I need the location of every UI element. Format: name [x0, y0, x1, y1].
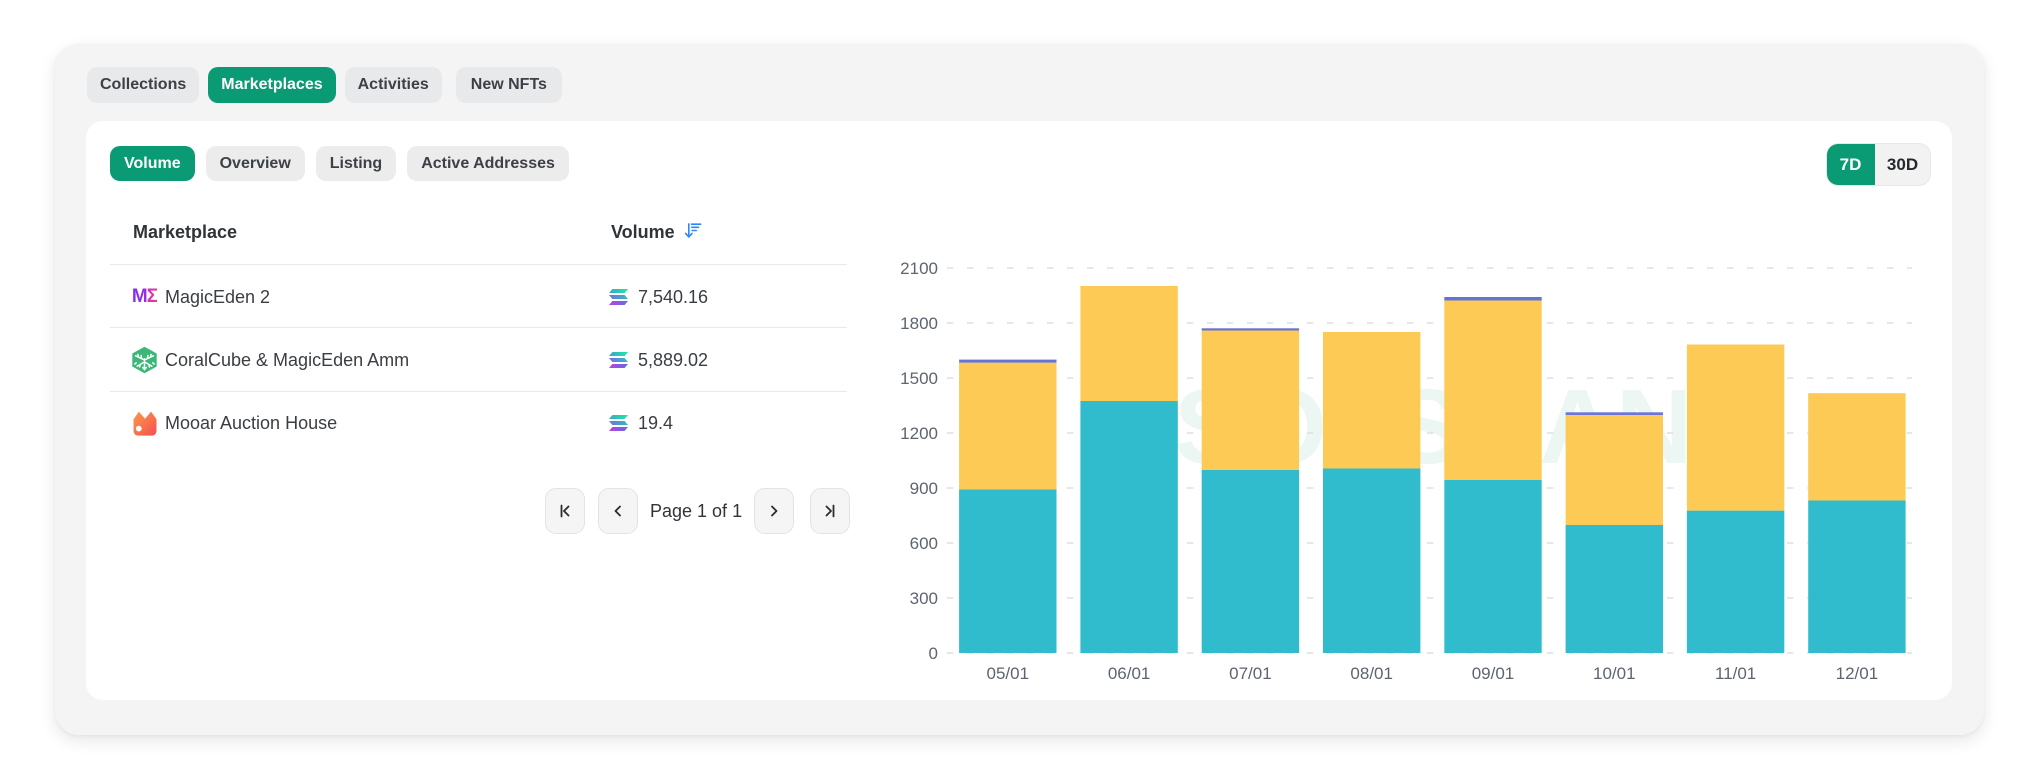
- svg-text:09/01: 09/01: [1472, 664, 1515, 683]
- svg-text:07/01: 07/01: [1229, 664, 1272, 683]
- svg-text:1800: 1800: [900, 314, 938, 333]
- svg-text:300: 300: [910, 589, 938, 608]
- svg-text:2100: 2100: [900, 259, 938, 278]
- svg-text:0: 0: [929, 644, 938, 663]
- svg-text:1500: 1500: [900, 369, 938, 388]
- svg-text:12/01: 12/01: [1836, 664, 1879, 683]
- svg-text:600: 600: [910, 534, 938, 553]
- svg-text:08/01: 08/01: [1350, 664, 1393, 683]
- svg-text:10/01: 10/01: [1593, 664, 1636, 683]
- svg-text:11/01: 11/01: [1715, 664, 1756, 683]
- svg-text:06/01: 06/01: [1108, 664, 1151, 683]
- svg-text:900: 900: [910, 479, 938, 498]
- svg-text:05/01: 05/01: [987, 664, 1030, 683]
- svg-text:1200: 1200: [900, 424, 938, 443]
